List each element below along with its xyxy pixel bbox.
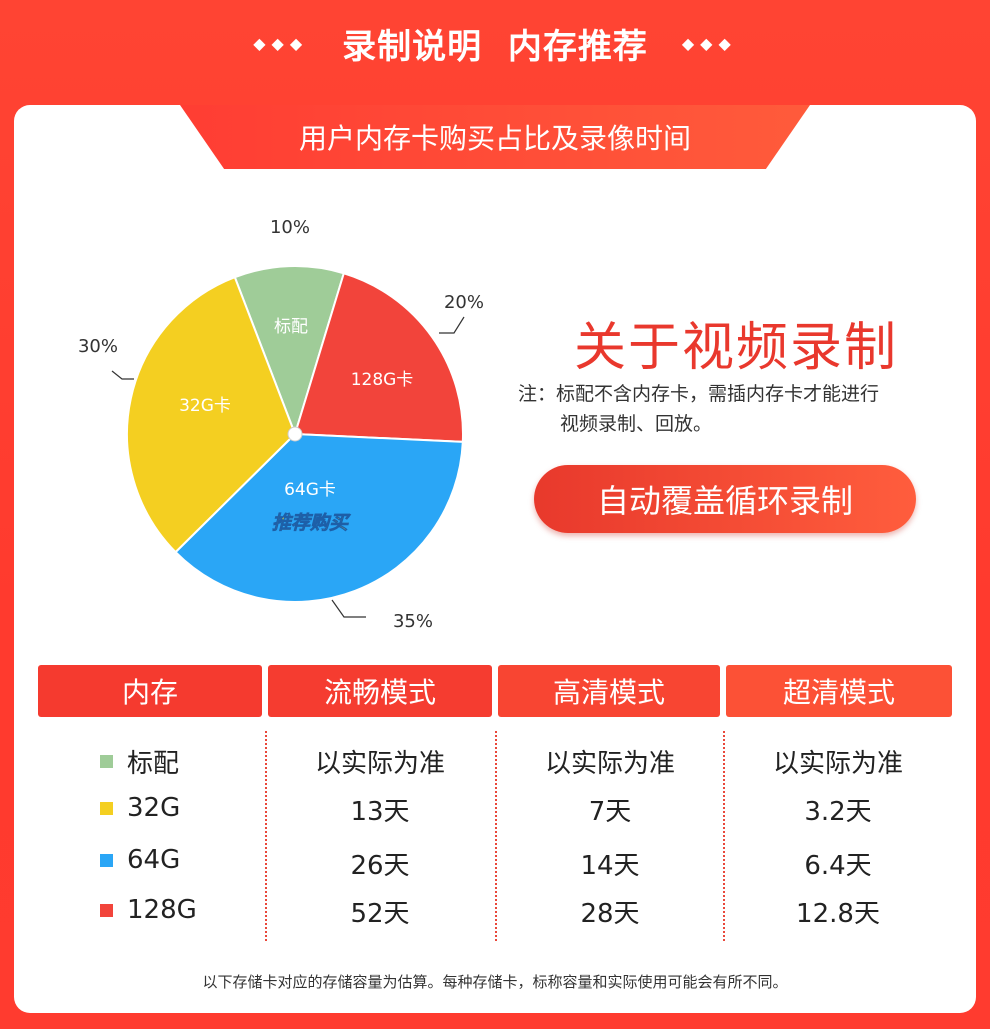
- table-cell: 28天: [580, 899, 640, 929]
- table-cell: 52天: [350, 899, 410, 929]
- leader-line: [331, 599, 366, 618]
- percent-label: 20%: [444, 292, 484, 313]
- decor-diamonds-right: ◆◆◆: [681, 33, 737, 53]
- percent-label: 10%: [270, 217, 310, 238]
- leader-line: [439, 316, 465, 334]
- table-cell: 以实际为准: [314, 749, 445, 779]
- legend-swatch: [100, 755, 113, 768]
- table-cell: 3.2天: [804, 797, 872, 827]
- section-subtitle: 用户内存卡购买占比及录像时间: [180, 105, 810, 169]
- note-line-1: 注：标配不含内存卡，需插内存卡才能进行: [518, 383, 880, 405]
- recommend-badge: 推荐购买: [272, 512, 351, 534]
- column-divider: [265, 731, 267, 941]
- legend-swatch: [100, 853, 113, 867]
- memory-label: 标配: [127, 749, 180, 779]
- banner-title: 录制说明 内存推荐: [342, 26, 648, 67]
- memory-label: 128G: [127, 895, 197, 925]
- table-cell: 以实际为准: [544, 749, 675, 779]
- table-header-memory: 内存: [38, 665, 262, 717]
- banner: ◆◆◆ 录制说明 内存推荐 ◆◆◆: [0, 0, 990, 86]
- table-cell: 14天: [580, 851, 640, 881]
- pie-slice: [174, 432, 464, 603]
- slice-label: 标配: [274, 317, 308, 337]
- table-row-memory: 32G: [100, 793, 180, 823]
- table-row-memory: 64G: [100, 845, 180, 875]
- slice-label: 32G卡: [179, 396, 231, 416]
- pie-slice: [293, 272, 464, 443]
- slice-label: 128G卡: [351, 370, 414, 390]
- legend-swatch: [100, 903, 113, 917]
- pie-center-dot: [287, 426, 303, 442]
- table-cell: 26天: [350, 851, 410, 881]
- legend-swatch: [100, 801, 113, 815]
- content-card: 用户内存卡购买占比及录像时间 标配 10% 128G卡 20% 64G卡推荐购买 35% 3…: [14, 105, 976, 1013]
- percent-label: 35%: [393, 611, 433, 632]
- table-cell: 7天: [588, 797, 632, 827]
- table-cell: 以实际为准: [772, 749, 903, 779]
- memory-label: 32G: [127, 793, 181, 823]
- table-cell: 12.8天: [796, 899, 880, 929]
- slice-label: 64G卡: [284, 480, 336, 500]
- leader-line: [111, 370, 134, 380]
- table-header-hd: 高清模式: [498, 665, 720, 717]
- percent-label: 30%: [78, 336, 118, 357]
- decor-diamonds-left: ◆◆◆: [253, 33, 309, 53]
- table-cell: 13天: [350, 797, 410, 827]
- pie-slice: [233, 265, 346, 438]
- table-header-uhd: 超清模式: [726, 665, 952, 717]
- column-divider: [723, 731, 725, 941]
- table-row-memory: 128G: [100, 895, 197, 925]
- table-cell: 6.4天: [804, 851, 872, 881]
- about-recording-title: 关于视频录制: [574, 318, 899, 378]
- table-row-memory: 标配: [100, 743, 179, 780]
- pie-slice: [126, 275, 297, 554]
- column-divider: [495, 731, 497, 941]
- note-line-2: 视频录制、回放。: [560, 413, 713, 435]
- footnote: 以下存储卡对应的存储容量为估算。每种存储卡，标称容量和实际使用可能会有所不同。: [202, 973, 788, 991]
- loop-recording-badge: 自动覆盖循环录制: [534, 465, 916, 533]
- table-header-smooth: 流畅模式: [268, 665, 492, 717]
- memory-label: 64G: [127, 845, 181, 875]
